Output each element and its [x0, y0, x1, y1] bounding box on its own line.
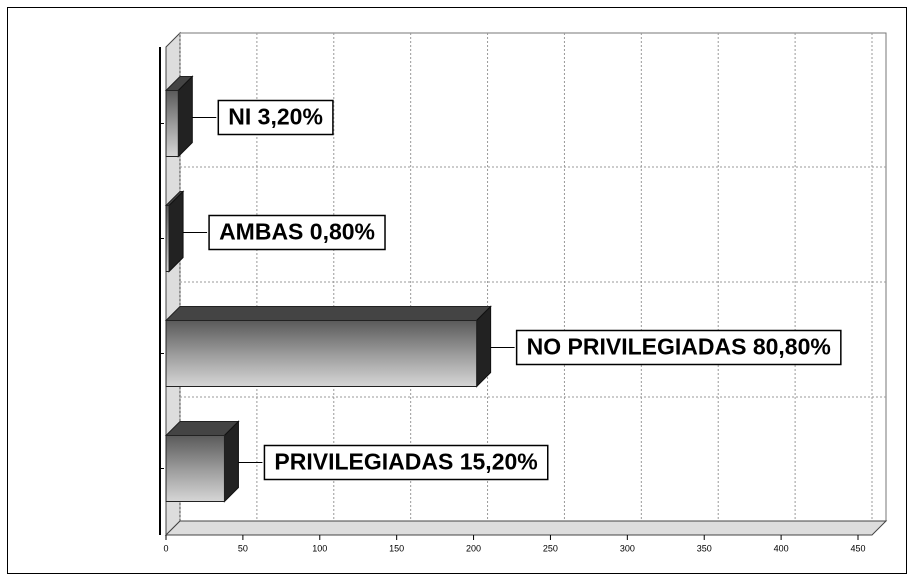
x-tick-label: 100	[312, 543, 327, 553]
bar-label: NO PRIVILEGIADAS 80,80%	[527, 334, 831, 360]
bar	[165, 90, 179, 157]
x-tick-label: 250	[543, 543, 558, 553]
label-box	[515, 329, 842, 366]
label-box	[263, 444, 549, 481]
bar-side	[223, 420, 239, 503]
bar-side	[476, 305, 492, 388]
label-box	[208, 214, 386, 251]
bar-side	[168, 190, 184, 273]
x-tick-label: 300	[620, 543, 635, 553]
bar	[165, 320, 478, 387]
bar	[165, 205, 170, 272]
x-tick-label: 150	[389, 543, 404, 553]
x-tick-label: 50	[238, 543, 248, 553]
x-tick-label: 200	[466, 543, 481, 553]
bar-side	[177, 75, 193, 158]
label-box	[217, 99, 334, 136]
bar-label: AMBAS 0,80%	[219, 219, 375, 245]
x-tick-label: 400	[774, 543, 789, 553]
x-tick-label: 450	[850, 543, 865, 553]
x-tick-label: 350	[697, 543, 712, 553]
bar-label: PRIVILEGIADAS 15,20%	[274, 449, 537, 475]
bar-label: NI 3,20%	[228, 104, 323, 130]
bar-top	[164, 306, 492, 321]
x-tick-label: 0	[163, 543, 168, 553]
floor	[164, 520, 888, 536]
bar	[165, 435, 225, 502]
